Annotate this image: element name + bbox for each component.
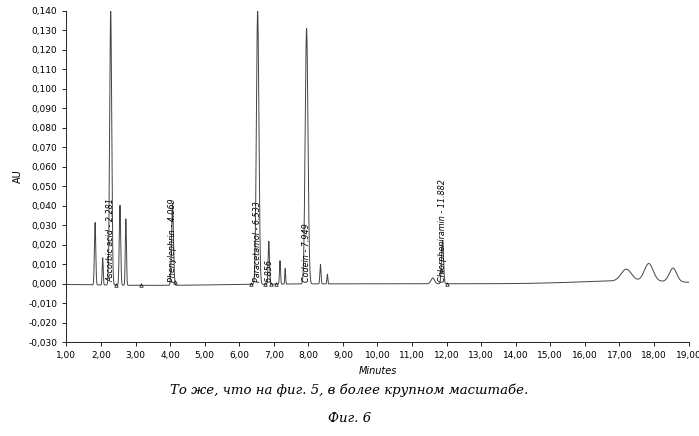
X-axis label: Minutes: Minutes: [359, 366, 396, 376]
Text: Paracetamol - 6.533: Paracetamol - 6.533: [253, 201, 262, 282]
Y-axis label: AU: AU: [13, 170, 23, 184]
Text: Фиг. 6: Фиг. 6: [328, 412, 371, 425]
Text: Phenylephrin - 4.069: Phenylephrin - 4.069: [168, 198, 177, 282]
Text: 6.856: 6.856: [264, 259, 273, 282]
Text: Chlorpheniramin - 11.882: Chlorpheniramin - 11.882: [438, 179, 447, 282]
Text: То же, что на фиг. 5, в более крупном масштабе.: То же, что на фиг. 5, в более крупном ма…: [171, 384, 528, 397]
Text: Codein - 7.949: Codein - 7.949: [302, 223, 311, 282]
Text: Ascorbic acid - 2.281: Ascorbic acid - 2.281: [106, 198, 115, 282]
